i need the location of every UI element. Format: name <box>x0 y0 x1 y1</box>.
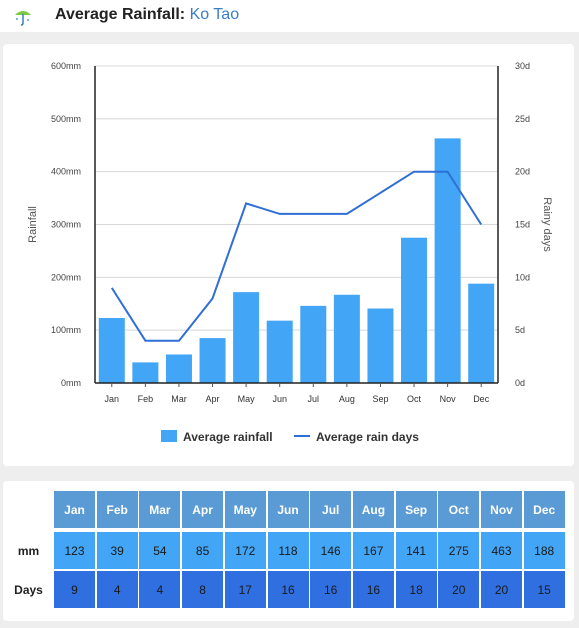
mm-cell: 188 <box>523 532 565 569</box>
x-tick-label: Jan <box>105 394 120 404</box>
page-title: Average Rainfall: Ko Tao <box>55 6 239 24</box>
mm-cell: 54 <box>139 532 181 569</box>
mm-cell: 172 <box>224 532 266 569</box>
rainfall-chart: 0mm 100mm 200mm 300mm 400mm 500mm 600mm 0d 5d 10d… <box>27 61 553 444</box>
bar <box>434 138 461 383</box>
days-cell: 15 <box>523 571 565 608</box>
y2-tick-label: 10d <box>515 272 530 282</box>
location-name: Ko Tao <box>189 6 240 23</box>
x-tick-label: May <box>238 394 256 404</box>
mm-cell: 146 <box>310 532 352 569</box>
mm-cell: 85 <box>182 532 224 569</box>
days-cell: 9 <box>54 571 95 608</box>
data-table-card: Jan Feb Mar Apr May Jun Jul Aug Sep Oct Nov Dec 123 3… <box>3 481 574 621</box>
x-tick-label: Aug <box>339 394 355 404</box>
x-tick-label: Apr <box>206 394 220 404</box>
y2-axis-title: Rainy days <box>541 197 553 252</box>
y-tick-label: 200mm <box>51 272 81 282</box>
month-header: Jul <box>310 491 352 528</box>
y2-tick-label: 0d <box>515 378 525 388</box>
x-tick-label: Dec <box>473 394 490 404</box>
month-header: Mar <box>139 491 181 528</box>
month-header: Jun <box>267 491 309 528</box>
y2-tick-label: 15d <box>515 220 530 230</box>
mm-cell: 167 <box>352 532 394 569</box>
legend-line-label: Average rain days <box>316 430 419 444</box>
month-header: Nov <box>481 491 522 528</box>
days-cell: 16 <box>352 571 394 608</box>
month-header: May <box>224 491 266 528</box>
y-tick-label: 0mm <box>61 378 81 388</box>
month-header: Jan <box>54 491 95 528</box>
mm-cell: 39 <box>96 532 138 569</box>
chart-card: 0mm 100mm 200mm 300mm 400mm 500mm 600mm 0d 5d 10d… <box>3 44 574 466</box>
umbrella-icon <box>15 11 31 26</box>
y2-tick-label: 25d <box>515 114 530 124</box>
mm-cell: 118 <box>267 532 309 569</box>
x-tick-label: Feb <box>138 394 154 404</box>
month-header: Aug <box>352 491 394 528</box>
days-cell: 4 <box>139 571 181 608</box>
bar <box>266 320 293 383</box>
x-tick-label: Sep <box>372 394 388 404</box>
y-tick-label: 500mm <box>51 114 81 124</box>
mm-cell: 141 <box>395 532 437 569</box>
y-tick-label: 400mm <box>51 167 81 177</box>
bar <box>98 318 125 383</box>
mm-cell: 123 <box>54 532 95 569</box>
y-tick-label: 600mm <box>51 61 81 71</box>
mm-cell: 275 <box>438 532 480 569</box>
legend-bar-label: Average rainfall <box>183 430 273 444</box>
bar <box>367 308 394 383</box>
days-cell: 8 <box>182 571 224 608</box>
y-axis-title: Rainfall <box>27 206 39 243</box>
title-prefix: Average Rainfall: <box>55 6 186 23</box>
bar <box>401 237 428 383</box>
legend-bar-swatch <box>161 430 177 442</box>
y2-tick-label: 5d <box>515 325 525 335</box>
days-cell: 17 <box>224 571 266 608</box>
month-header: Apr <box>182 491 224 528</box>
days-cell: 20 <box>438 571 480 608</box>
x-tick-label: Jul <box>308 394 320 404</box>
bar <box>199 338 226 383</box>
month-header: Dec <box>523 491 565 528</box>
days-cell: 20 <box>481 571 522 608</box>
bar <box>300 305 327 383</box>
bar <box>333 294 360 383</box>
bar <box>468 283 495 383</box>
bar <box>165 354 192 383</box>
x-tick-label: Oct <box>407 394 422 404</box>
y-tick-label: 100mm <box>51 325 81 335</box>
page-header: Average Rainfall: Ko Tao <box>0 0 579 32</box>
month-header: Sep <box>395 491 437 528</box>
days-cell: 16 <box>310 571 352 608</box>
bar <box>132 362 159 383</box>
mm-row-label: mm <box>17 543 40 558</box>
rainfall-table: Jan Feb Mar Apr May Jun Jul Aug Sep Oct Nov Dec 123 3… <box>3 481 574 621</box>
x-tick-label: Mar <box>171 394 187 404</box>
y2-tick-label: 30d <box>515 61 530 71</box>
days-cell: 16 <box>267 571 309 608</box>
y2-tick-label: 20d <box>515 167 530 177</box>
days-cell: 18 <box>395 571 437 608</box>
month-header: Feb <box>96 491 138 528</box>
x-tick-label: Nov <box>440 394 457 404</box>
bar <box>233 292 260 383</box>
x-tick-label: Jun <box>272 394 287 404</box>
days-cell: 4 <box>96 571 138 608</box>
y-tick-label: 300mm <box>51 220 81 230</box>
month-header: Oct <box>438 491 480 528</box>
rain-days-line <box>110 170 483 342</box>
days-row-label: Days <box>14 582 43 597</box>
mm-cell: 463 <box>481 532 522 569</box>
